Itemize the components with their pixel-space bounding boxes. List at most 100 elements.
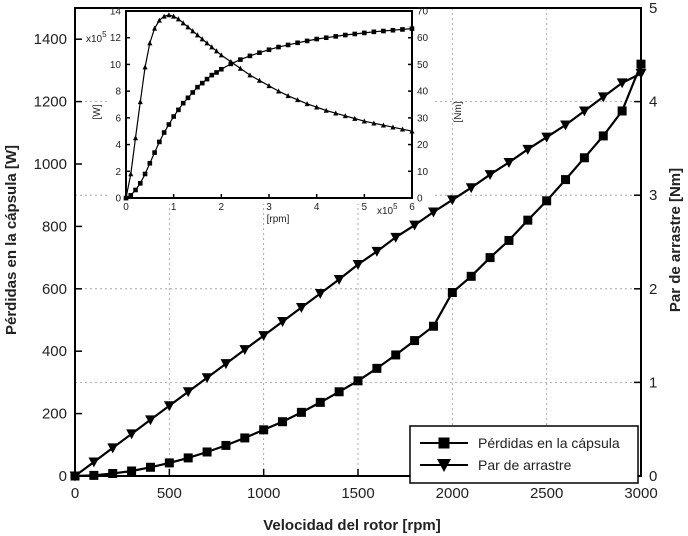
main-series-1-point-14 bbox=[333, 274, 345, 285]
inset-series-1-point-26 bbox=[276, 44, 281, 50]
inset-series-1-point-24 bbox=[257, 50, 262, 55]
main-y-left-tick-label-0: 0 bbox=[59, 468, 67, 485]
main-series-0-point-21 bbox=[466, 271, 476, 281]
inset-series-0-point-23 bbox=[247, 72, 253, 78]
inset-series-0-point-22 bbox=[237, 65, 243, 71]
main-series-0-point-8 bbox=[221, 440, 231, 450]
main-series-0-point-19 bbox=[428, 321, 438, 331]
inset-series-0-point-18 bbox=[209, 44, 215, 50]
inset-series-1-point-6 bbox=[152, 150, 157, 155]
main-y-left-tick-label-5: 1000 bbox=[34, 156, 67, 173]
main-y-right-tick-label-5: 5 bbox=[649, 0, 657, 17]
main-series-1-point-23 bbox=[503, 157, 515, 168]
x-axis-title: Velocidad del rotor [rpm] bbox=[263, 517, 441, 534]
inset-series-0-point-27 bbox=[285, 93, 291, 99]
inset-y-multiplier-base: x10 bbox=[86, 34, 103, 45]
main-series-1-point-3 bbox=[126, 429, 137, 440]
main-y-left-tick-label-2: 400 bbox=[42, 343, 67, 360]
inset-series-0-point-39 bbox=[399, 126, 405, 132]
inset-x-tick-label-0: 0 bbox=[123, 202, 129, 213]
main-series-0-point-15 bbox=[353, 376, 363, 386]
inset-x-tick-label-5: 5 bbox=[362, 202, 368, 213]
main-series-1-point-5 bbox=[163, 401, 175, 412]
main-series-0-point-10 bbox=[259, 425, 269, 435]
main-axes: 0 500 1000 1500 2000 2500 30000200400600800100… bbox=[34, 0, 658, 502]
inset-series-1-point-28 bbox=[295, 40, 300, 46]
inset-series-0-point-14 bbox=[190, 28, 196, 34]
main-series-0-point-26 bbox=[561, 175, 571, 185]
legend-marker-torque bbox=[437, 459, 451, 472]
main-y-left-tick-label-7: 1400 bbox=[34, 31, 67, 48]
main-x-tick-label-0: 0 bbox=[71, 485, 79, 502]
inset-x-tick-label-2: 2 bbox=[219, 202, 225, 213]
main-y-right-tick-label-1: 1 bbox=[649, 374, 657, 391]
inset-y-left-tick-label-3: 6 bbox=[115, 113, 121, 124]
main-series-0-point-12 bbox=[296, 407, 306, 417]
main-series-0-point-14 bbox=[334, 387, 344, 397]
main-series-1-point-25 bbox=[541, 132, 553, 143]
main-series-1-point-19 bbox=[428, 207, 439, 218]
inset-series-1-point-5 bbox=[147, 160, 153, 166]
inset-series-1-point-30 bbox=[314, 36, 319, 42]
inset-series-1-point-15 bbox=[195, 84, 200, 90]
inset-series-1-point-34 bbox=[352, 31, 358, 37]
inset-series-1-point-8 bbox=[161, 130, 167, 135]
main-series-1-point-10 bbox=[258, 331, 270, 341]
inset-y-left-tick-label-6: 12 bbox=[110, 33, 122, 44]
inset-series-1-point-21 bbox=[228, 61, 234, 67]
main-series-1-point-2 bbox=[107, 443, 119, 454]
inset-series-0-point-24 bbox=[256, 77, 262, 83]
inset-series-1-point-25 bbox=[266, 47, 272, 53]
main-series-1-point-4 bbox=[145, 415, 156, 426]
main-series-1-point-13 bbox=[314, 288, 326, 299]
inset-series-1-point-36 bbox=[371, 29, 377, 35]
inset-series-0-point-9 bbox=[166, 12, 172, 18]
inset-series-0-point-33 bbox=[342, 113, 348, 119]
inset-series-0-point-20 bbox=[218, 52, 224, 58]
main-series-1-point-16 bbox=[371, 246, 383, 257]
main-x-tick-label-1: 500 bbox=[157, 485, 182, 502]
inset-x-tick-label-4: 4 bbox=[314, 202, 320, 213]
inset-series-1-point-20 bbox=[219, 66, 224, 72]
y-left-axis-title: Pérdidas en la cápsula [W] bbox=[3, 145, 20, 335]
inset-y-left-tick-label-1: 2 bbox=[115, 167, 121, 178]
legend-box bbox=[409, 425, 639, 484]
inset-series-0-point-13 bbox=[185, 24, 191, 30]
inset-series-0-point-37 bbox=[380, 122, 386, 128]
main-series-0-point-2 bbox=[108, 469, 118, 479]
inset-series-1-point-31 bbox=[323, 35, 329, 41]
main-series-0-point-23 bbox=[504, 235, 514, 245]
inset-series-0-point-26 bbox=[276, 88, 282, 94]
main-y-right-tick-label-4: 4 bbox=[649, 94, 657, 111]
inset-x-multiplier: x105 bbox=[377, 202, 398, 217]
inset-x-tick-label-1: 1 bbox=[171, 202, 177, 213]
main-series-1-point-9 bbox=[239, 345, 251, 356]
inset-series-1-point-38 bbox=[390, 27, 396, 33]
main-series-0-point-17 bbox=[391, 350, 401, 360]
main-series-1-point-6 bbox=[182, 387, 194, 398]
main-series-1-point-29 bbox=[616, 78, 628, 89]
inset-series-0-point-32 bbox=[333, 110, 339, 116]
inset-series-0-point-10 bbox=[171, 13, 177, 19]
main-series-1-point-15 bbox=[352, 259, 364, 270]
inset-series-1-point-10 bbox=[171, 114, 176, 119]
main-x-tick-label-5: 2500 bbox=[530, 485, 563, 502]
main-y-left-tick-label-1: 200 bbox=[42, 406, 67, 423]
main-series-1-point-28 bbox=[597, 92, 609, 103]
inset-y-left-tick-label-2: 4 bbox=[115, 140, 121, 151]
main-y-left-tick-label-6: 1200 bbox=[34, 94, 67, 111]
inset-series-0-point-25 bbox=[266, 83, 272, 89]
inset-series-0-point-36 bbox=[371, 120, 377, 126]
inset-y-right-tick-label-4: 40 bbox=[417, 87, 429, 98]
inset-series-0-point-2 bbox=[133, 135, 139, 141]
inset-series-1-point-18 bbox=[209, 72, 215, 78]
main-y-left-tick-label-4: 800 bbox=[42, 218, 67, 235]
inset-series-0-point-12 bbox=[180, 20, 186, 26]
inset-series-1-point-14 bbox=[190, 90, 196, 95]
inset-series-0-point-34 bbox=[352, 115, 358, 121]
inset-y-left-tick-label-5: 10 bbox=[110, 60, 122, 71]
main-series-1-point-18 bbox=[409, 220, 420, 231]
main-series-0-point-9 bbox=[240, 433, 250, 443]
inset-y-left-tick-label-7: 14 bbox=[110, 7, 122, 18]
inset-series-0-point-15 bbox=[194, 32, 201, 38]
